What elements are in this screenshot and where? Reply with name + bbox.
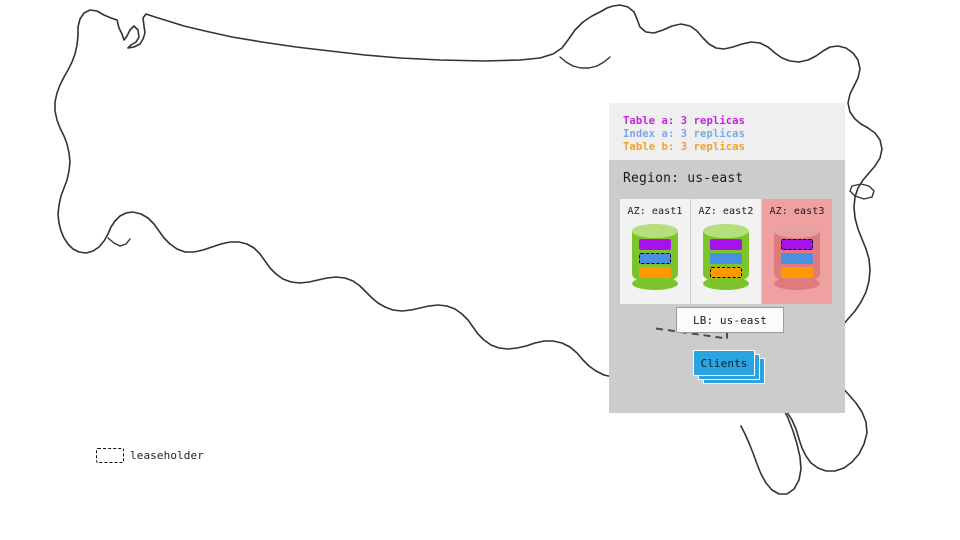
leaseholder-key: leaseholder: [96, 448, 204, 463]
az-card-east3[interactable]: AZ: east3: [762, 199, 832, 304]
az-card-east2[interactable]: AZ: east2: [691, 199, 761, 304]
az-card-east1[interactable]: AZ: east1: [620, 199, 690, 304]
great-lakes-detail: [559, 56, 611, 69]
us-map-path: [54, 4, 883, 472]
region-title: Region: us-east: [623, 171, 744, 186]
northeast-detail: [849, 183, 875, 200]
leaseholder-swatch-icon: [96, 448, 124, 463]
region-diagram-panel: Table a: 3 replicas Index a: 3 replicas …: [609, 103, 845, 413]
az-row: AZ: east1 AZ: east2: [620, 199, 834, 304]
az-title-east3: AZ: east3: [769, 206, 825, 217]
replica-band-table-a-east2: [710, 239, 742, 250]
legend-item-index-a: Index a: 3 replicas: [623, 128, 746, 140]
replica-band-table-b-east2: [710, 267, 742, 278]
replica-band-table-b-east3: [781, 267, 813, 278]
west-coast-detail: [107, 237, 131, 247]
load-balancer-box[interactable]: LB: us-east: [676, 307, 784, 333]
load-balancer-label: LB: us-east: [693, 313, 767, 327]
replica-band-table-b-east1: [639, 267, 671, 278]
database-node-east1: [632, 224, 678, 290]
replica-legend: Table a: 3 replicas Index a: 3 replicas …: [609, 103, 845, 160]
florida-outline: [740, 405, 802, 495]
replica-band-index-a-east2: [710, 253, 742, 264]
legend-item-table-a: Table a: 3 replicas: [623, 115, 746, 127]
db-top-ellipse: [632, 224, 678, 238]
clients-box[interactable]: Clients: [693, 350, 755, 376]
az-title-east1: AZ: east1: [627, 206, 683, 217]
database-node-east3: [774, 224, 820, 290]
replica-band-index-a-east3: [781, 253, 813, 264]
leaseholder-key-label: leaseholder: [130, 449, 204, 462]
db-top-ellipse: [703, 224, 749, 238]
legend-item-table-b: Table b: 3 replicas: [623, 141, 746, 153]
replica-band-table-a-east1: [639, 239, 671, 250]
db-top-ellipse: [774, 224, 820, 238]
clients-stack[interactable]: Clients: [693, 350, 765, 384]
replica-band-index-a-east1: [639, 253, 671, 264]
database-node-east2: [703, 224, 749, 290]
clients-label: Clients: [700, 356, 748, 370]
az-title-east2: AZ: east2: [698, 206, 754, 217]
replica-band-table-a-east3: [781, 239, 813, 250]
region-container: Region: us-east AZ: east1: [609, 160, 845, 413]
